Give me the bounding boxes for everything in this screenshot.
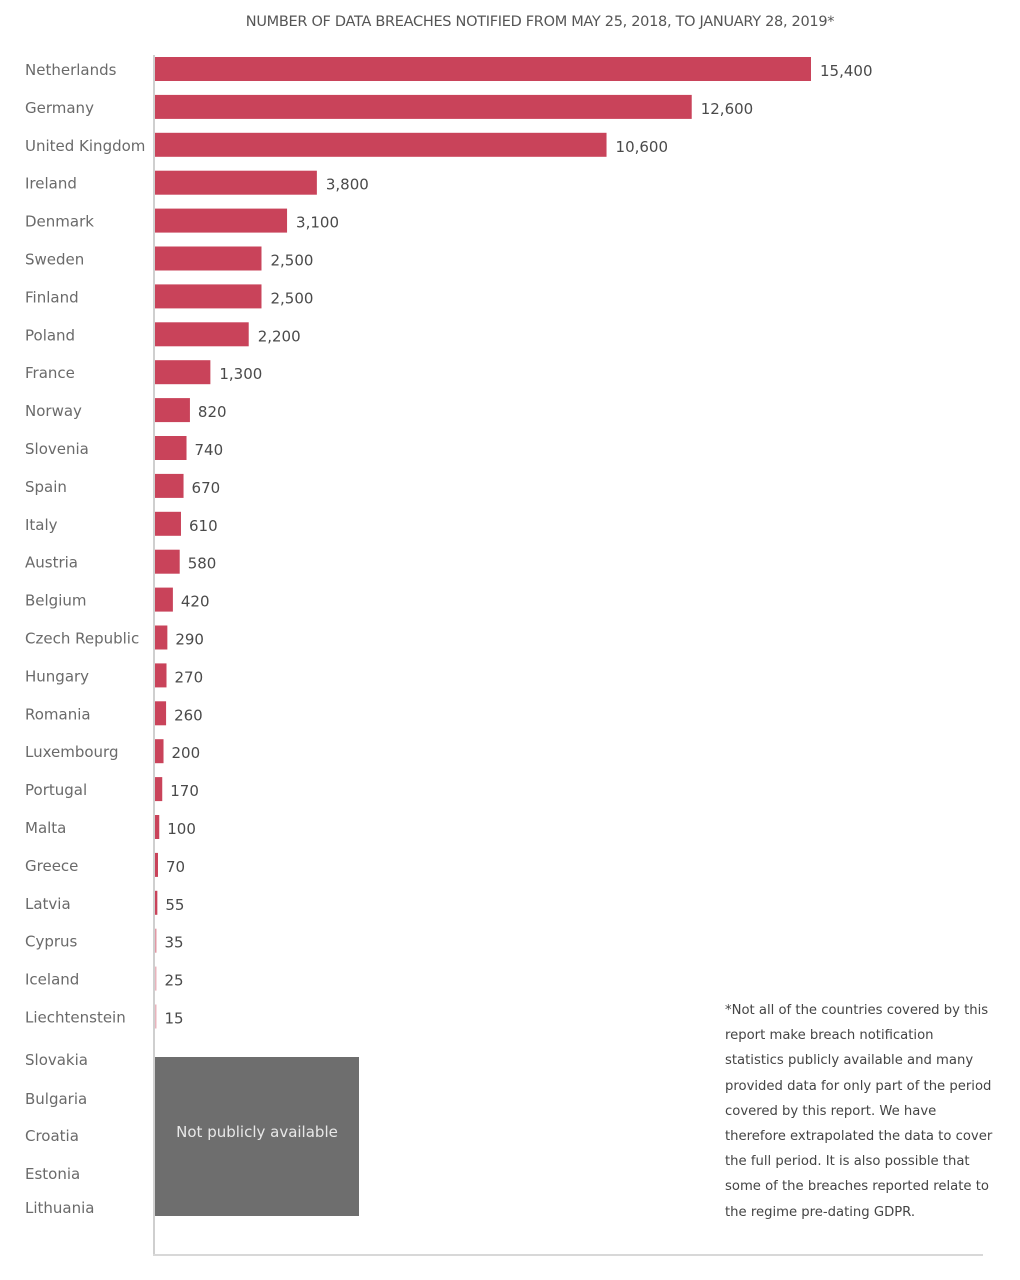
category-label-not-available: Bulgaria [25,1090,87,1108]
value-label: 290 [175,631,204,649]
bar-spain [155,473,184,498]
value-label: 820 [198,403,227,421]
bar-france [155,360,211,385]
category-label: Slovenia [25,440,89,458]
value-label: 260 [174,706,203,724]
category-label: Sweden [25,251,84,269]
category-label: Poland [25,326,75,344]
value-label: 2,200 [258,327,301,345]
category-label: Liechtenstein [25,1009,126,1027]
chart-title: NUMBER OF DATA BREACHES NOTIFIED FROM MA… [245,14,835,30]
bar-finland [155,284,262,309]
value-label: 200 [172,744,201,762]
bar-hungary [155,663,167,688]
category-label: Latvia [25,895,71,913]
footnote: *Not all of the countries covered by thi… [725,1003,993,1220]
category-label: Netherlands [25,61,117,79]
value-label: 55 [165,896,184,914]
bar-austria [155,549,180,574]
not-available-label: Not publicly available [176,1123,338,1141]
bar-germany [155,94,692,119]
bar-malta [155,815,160,839]
bar-luxembourg [155,739,164,764]
value-label: 610 [189,517,218,535]
bar-netherlands [155,57,811,81]
value-label: 10,600 [616,138,669,156]
bar-poland [155,322,249,347]
value-label: 35 [165,934,184,952]
value-label: 2,500 [270,252,313,270]
value-label: 3,100 [296,214,339,232]
category-label: Germany [25,99,94,117]
bar-romania [155,701,167,726]
value-label: 15,400 [820,62,873,80]
category-label: Czech Republic [25,630,139,648]
category-label: United Kingdom [25,137,145,155]
bar-czech-republic [155,625,168,650]
bar-united-kingdom [155,132,607,157]
category-label: Hungary [25,667,89,685]
category-label: Ireland [25,175,77,193]
category-label-not-available: Lithuania [25,1199,94,1217]
value-label: 3,800 [326,176,369,194]
bar-greece [155,852,158,877]
bar-italy [155,511,181,536]
value-label: 270 [175,668,204,686]
category-label: Malta [25,819,66,837]
not-available-block [155,1057,359,1216]
category-label-not-available: Croatia [25,1127,79,1145]
category-label: Norway [25,402,82,420]
category-label: Belgium [25,592,87,610]
value-label: 580 [188,555,217,573]
category-label-not-available: Slovakia [25,1051,88,1069]
bar-cyprus [155,928,157,953]
value-label: 70 [166,858,185,876]
bar-slovenia [155,436,187,460]
category-label: Denmark [25,213,94,231]
value-label: 420 [181,593,210,611]
bar-sweden [155,246,262,271]
bar-portugal [155,777,163,802]
category-label: Romania [25,705,91,723]
value-label: 670 [192,479,221,497]
bar-liechtenstein [155,1004,157,1029]
category-label: Greece [25,857,78,875]
bar-denmark [155,208,288,233]
category-label: France [25,364,75,382]
bar-iceland [155,966,157,991]
bar-ireland [155,170,317,195]
value-label: 740 [195,441,224,459]
bar-belgium [155,587,173,612]
bar-latvia [155,890,158,915]
value-label: 170 [170,782,199,800]
bars-layer [155,57,811,1029]
not-available-layer: Not publicly available [155,1057,359,1216]
value-label: 25 [165,972,184,990]
value-label: 100 [167,820,196,838]
value-label: 2,500 [270,289,313,307]
bar-norway [155,398,190,423]
value-label: 12,600 [701,100,754,118]
category-label: Cyprus [25,933,78,951]
category-label: Austria [25,554,78,572]
category-label: Finland [25,288,79,306]
category-label: Italy [25,516,58,534]
category-label: Iceland [25,971,79,989]
labels-layer: Netherlands 15,400 Germany 12,600 United Kin… [25,61,873,1217]
category-label: Spain [25,478,67,496]
category-label: Luxembourg [25,743,119,761]
category-label: Portugal [25,781,87,799]
value-label: 15 [165,1010,184,1028]
category-label-not-available: Estonia [25,1165,80,1183]
value-label: 1,300 [219,365,262,383]
